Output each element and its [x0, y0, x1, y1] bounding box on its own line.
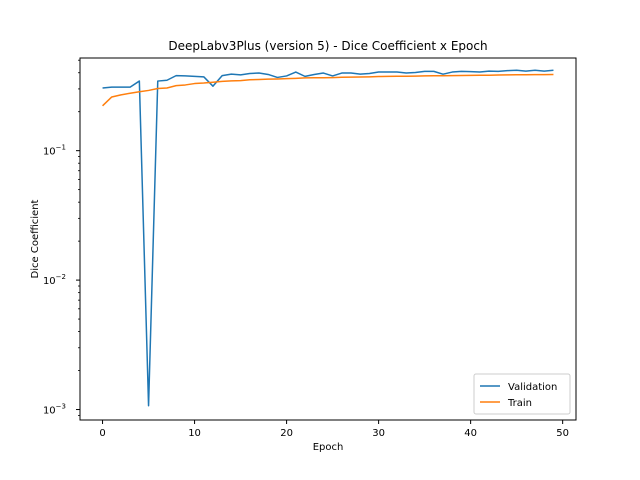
y-tick-exponent: −2 [56, 273, 66, 281]
y-tick-label: 10−2 [43, 273, 66, 287]
y-tick-base: 10 [43, 276, 56, 287]
y-tick-base: 10 [43, 406, 56, 417]
x-axis-label: Epoch [313, 442, 344, 453]
series-line-train [102, 73, 554, 107]
x-axis: 0 10 20 30 40 50 [99, 420, 569, 439]
legend-box [473, 373, 571, 415]
x-tick-label: 30 [372, 428, 385, 439]
y-tick-exponent: −1 [56, 144, 66, 152]
y-axis-label: Dice Coefficient [30, 199, 41, 278]
legend: Validation Train [473, 373, 571, 415]
axes-frame [79, 57, 577, 421]
legend-label: Validation [508, 382, 557, 393]
x-tick-label: 20 [280, 428, 293, 439]
chart-title: DeepLabv3Plus (version 5) - Dice Coeffic… [168, 39, 487, 53]
x-tick-label: 50 [556, 428, 569, 439]
y-tick-label: 10−1 [43, 144, 66, 158]
series-layer [102, 69, 554, 407]
y-tick-base: 10 [43, 147, 56, 158]
x-tick-label: 10 [188, 428, 201, 439]
x-tick-label: 0 [99, 428, 105, 439]
series-line-validation [102, 69, 554, 407]
x-tick-label: 40 [464, 428, 477, 439]
legend-label: Train [507, 398, 532, 409]
y-tick-label: 10−3 [43, 403, 66, 417]
y-tick-exponent: −3 [56, 403, 66, 411]
